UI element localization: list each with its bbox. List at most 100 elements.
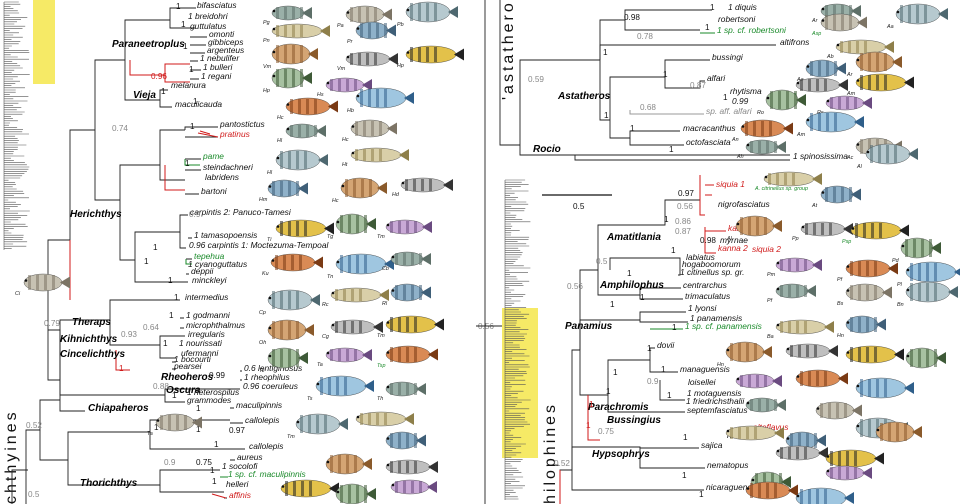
fish-illustration: Am	[846, 73, 914, 97]
fish-illustration	[905, 347, 946, 369]
fish-illustration: Aa	[886, 3, 948, 30]
left-species-label: bartoni	[201, 186, 228, 196]
fish-illustration: Cg	[322, 319, 383, 340]
fish-code: Hl	[267, 170, 273, 176]
fish-illustration	[825, 465, 872, 481]
fish-illustration: Tm	[377, 219, 432, 240]
right-species-label: dovii	[657, 340, 675, 350]
fish-code: Tc	[259, 368, 265, 374]
left-species-label: minckleyi	[192, 275, 228, 285]
right-species-label: 1 diquis	[728, 2, 758, 12]
fish-illustration: A. citrinellus sp. group	[754, 171, 822, 192]
fish-illustration: Aa	[796, 59, 846, 83]
left-species-label: 1 sp. cf. maculipinnis	[228, 469, 307, 479]
left-node-support: 0.5	[28, 490, 40, 499]
fish-code: At	[811, 203, 818, 209]
left-node-support: 1	[185, 159, 190, 168]
right-species-label: 1 spinosissima	[793, 151, 848, 161]
fish-code: Ts	[307, 396, 313, 402]
fish-illustration	[775, 445, 828, 461]
fish-code: Ar	[811, 18, 818, 24]
fish-illustration: Hn	[717, 341, 772, 368]
right-species-label: 0.99	[732, 96, 749, 106]
right-species-label: siquia 2	[752, 244, 781, 254]
left-node-support: 1	[214, 440, 219, 449]
right-species-label: sp. aff. alfari	[706, 106, 753, 116]
fish-code: Psp	[842, 239, 851, 245]
fish-illustration: Tg	[327, 213, 376, 240]
center-connector	[476, 0, 502, 504]
fish-code: Hc	[277, 115, 284, 121]
left-species-label: 1 regani	[201, 71, 232, 81]
left-node-support: 1	[212, 477, 217, 486]
fish-code: Bn	[897, 302, 904, 308]
fish-code: Pd	[892, 258, 900, 264]
right-node-support: 0.75	[598, 427, 614, 436]
left-node-support: 1	[119, 364, 124, 373]
left-node-support: 0.52	[26, 421, 42, 430]
right-node-support: 1	[710, 3, 715, 12]
right-node-support: 0.98	[624, 13, 640, 22]
fish-illustration: Pg	[263, 5, 312, 26]
left-node-support: 0.97	[229, 426, 245, 435]
left-genus-vieja: Vieja	[133, 90, 156, 101]
left-node-support: 1	[196, 425, 201, 434]
fish-illustration: Asp	[811, 13, 867, 37]
left-species-label: steindachneri	[203, 162, 254, 172]
left-node-support: 1	[144, 257, 149, 266]
left-node-support: 1	[169, 311, 174, 320]
fish-code: Hm	[259, 197, 268, 203]
left-species-label: 1 nourissati	[179, 338, 223, 348]
right-node-support: 1	[604, 111, 609, 120]
fish-illustration	[845, 345, 904, 364]
fish-illustration: Tm	[287, 413, 348, 440]
right-red-branches	[559, 175, 752, 504]
fish-illustration: Pr	[347, 21, 396, 45]
fish-code: Ht	[342, 162, 348, 168]
overview-branches	[504, 179, 531, 500]
fish-code: Cp	[259, 310, 266, 316]
right-species-label: siquia 1	[716, 179, 745, 189]
fish-illustration: Ts	[307, 375, 374, 402]
left-node-support: 0.75	[196, 458, 212, 467]
fish-code: Aa	[796, 77, 804, 83]
right-species-label: managuensis	[680, 364, 731, 374]
fish-code: Tsp	[377, 363, 386, 369]
left-genus-herichthys: Herichthys	[70, 209, 122, 220]
fish-code: Ku	[262, 271, 269, 277]
fish-illustration: Ci	[15, 273, 70, 297]
fish-illustration: Pm	[767, 257, 822, 278]
right-species-label: macracanthus	[683, 123, 736, 133]
right-species-label: 1 friedrichsthalii	[686, 396, 745, 406]
right-node-support: 1	[705, 23, 710, 32]
left-node-support: 0.9	[164, 458, 176, 467]
fish-illustration: Tc	[259, 347, 308, 374]
fish-code: Cg	[322, 334, 329, 340]
fish-code: Vm	[263, 64, 272, 70]
right-node-support: 0.56	[677, 202, 693, 211]
left-species-label: irregularis	[188, 329, 226, 339]
right-node-support: 0.78	[637, 32, 653, 41]
left-node-support: 0.64	[143, 323, 159, 332]
left-node-support: 1	[168, 276, 173, 285]
right-node-support: 0.68	[640, 103, 656, 112]
fish-illustration	[825, 449, 884, 468]
right-node-support: 1	[647, 344, 652, 353]
left-fish-illustrations: Pg Pa Pb Pn Pr Vm Vm Hp Hp Hs Hc Hb Hl Hc Hl Ht Hm Hc Hd Ti…	[15, 1, 464, 504]
left-species-label: 0.6 lentiginosus	[244, 363, 303, 373]
fish-code: Aa	[886, 24, 894, 30]
left-node-support: 1	[161, 87, 166, 96]
fish-illustration: Tm	[377, 315, 444, 339]
right-node-support: 0.87	[675, 227, 691, 236]
left-node-support: 1	[193, 97, 198, 106]
left-species-label: 1 bocourti	[174, 354, 212, 364]
left-species-label: 0.96 coeruleus	[243, 381, 299, 391]
fish-illustration: Ta	[317, 347, 372, 368]
left-species-label: labridens	[205, 172, 240, 182]
left-species-label: guttulatus	[190, 21, 227, 31]
fish-code: Tn	[327, 274, 333, 280]
right-node-support: 0.87	[690, 81, 706, 90]
right-species-label: 1 motaguensis	[687, 388, 742, 398]
right-species-label: altifrons	[780, 37, 810, 47]
fish-illustration	[855, 377, 914, 399]
